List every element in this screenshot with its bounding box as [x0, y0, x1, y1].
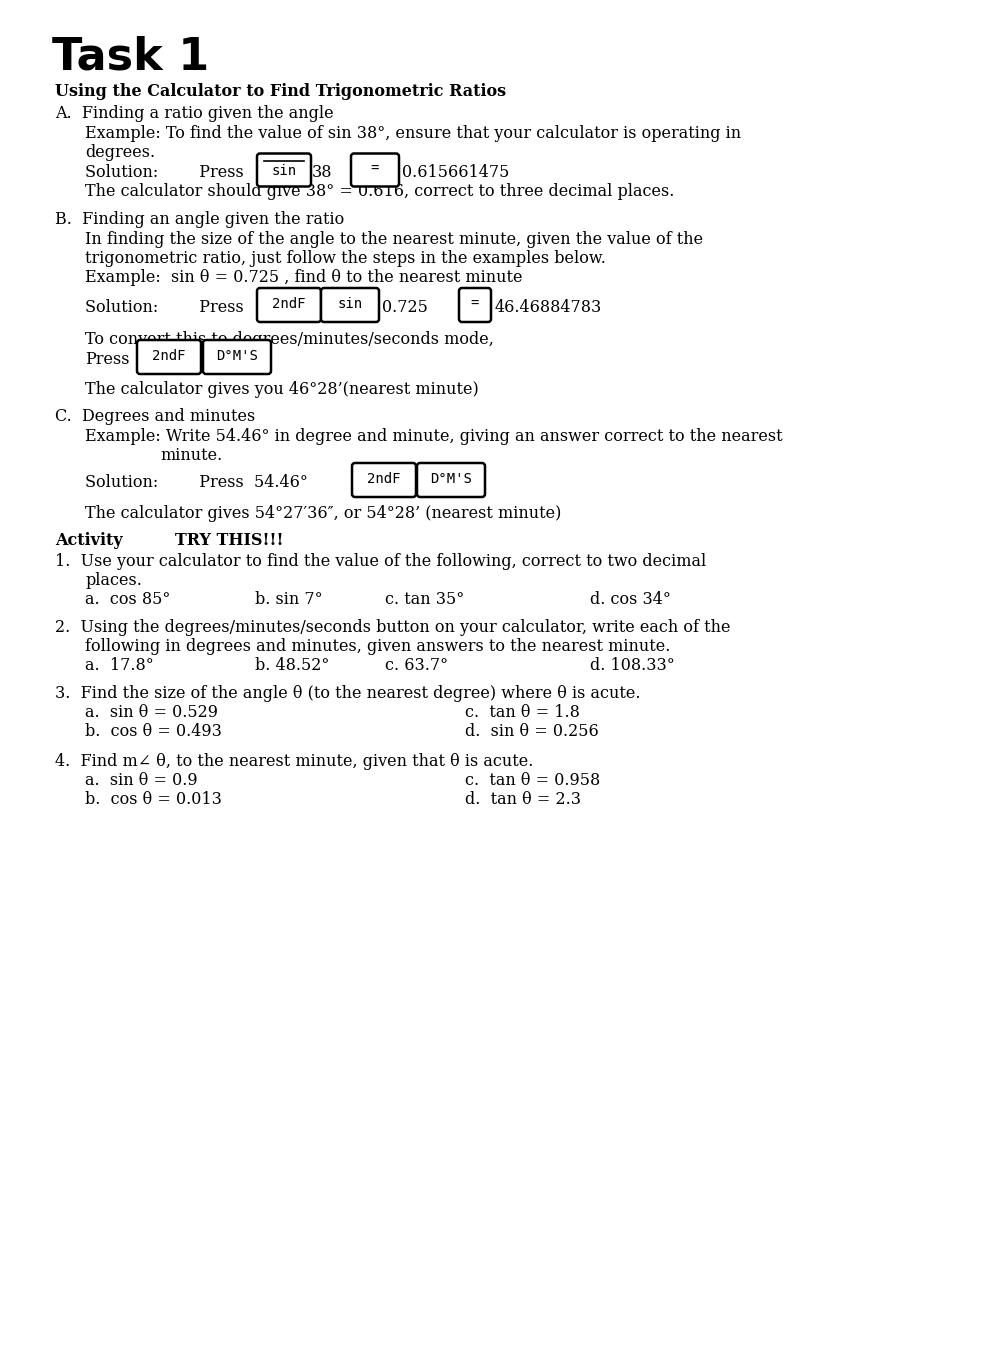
FancyBboxPatch shape [203, 340, 270, 374]
Text: A.  Finding a ratio given the angle: A. Finding a ratio given the angle [55, 106, 333, 122]
Text: The calculator should give 38° = 0.616, correct to three decimal places.: The calculator should give 38° = 0.616, … [84, 182, 674, 200]
Text: Using the Calculator to Find Trigonometric Ratios: Using the Calculator to Find Trigonometr… [55, 84, 506, 100]
Text: 1.  Use your calculator to find the value of the following, correct to two decim: 1. Use your calculator to find the value… [55, 553, 706, 570]
Text: =: = [470, 298, 479, 311]
Text: trigonometric ratio, just follow the steps in the examples below.: trigonometric ratio, just follow the ste… [84, 250, 605, 267]
Text: d. 108.33°: d. 108.33° [589, 657, 674, 675]
Text: b.  cos θ = 0.493: b. cos θ = 0.493 [84, 723, 222, 740]
Text: The calculator gives 54°27′36″, or 54°28’ (nearest minute): The calculator gives 54°27′36″, or 54°28… [84, 505, 561, 522]
Text: TRY THIS!!!: TRY THIS!!! [175, 532, 283, 548]
Text: d.  sin θ = 0.256: d. sin θ = 0.256 [464, 723, 598, 740]
Text: b.  cos θ = 0.013: b. cos θ = 0.013 [84, 791, 222, 808]
Text: following in degrees and minutes, given answers to the nearest minute.: following in degrees and minutes, given … [84, 638, 670, 655]
Text: b. sin 7°: b. sin 7° [254, 591, 322, 607]
Text: d. cos 34°: d. cos 34° [589, 591, 670, 607]
Text: 0.725: 0.725 [382, 299, 427, 315]
Text: D°M'S: D°M'S [429, 472, 471, 485]
Text: Solution:        Press: Solution: Press [84, 299, 244, 315]
Text: c. 63.7°: c. 63.7° [385, 657, 447, 675]
Text: 2.  Using the degrees/minutes/seconds button on your calculator, write each of t: 2. Using the degrees/minutes/seconds but… [55, 618, 730, 636]
FancyBboxPatch shape [256, 288, 321, 322]
Text: c. tan 35°: c. tan 35° [385, 591, 464, 607]
Text: 4.  Find m∠ θ, to the nearest minute, given that θ is acute.: 4. Find m∠ θ, to the nearest minute, giv… [55, 753, 533, 771]
FancyBboxPatch shape [137, 340, 201, 374]
Text: =: = [371, 162, 379, 175]
Text: D°M'S: D°M'S [216, 350, 257, 363]
Text: 46.46884783: 46.46884783 [494, 299, 601, 315]
Text: 3.  Find the size of the angle θ (to the nearest degree) where θ is acute.: 3. Find the size of the angle θ (to the … [55, 686, 640, 702]
Text: Example: To find the value of sin 38°, ensure that your calculator is operating : Example: To find the value of sin 38°, e… [84, 125, 741, 143]
Text: Activity: Activity [55, 532, 122, 548]
FancyBboxPatch shape [256, 154, 311, 186]
Text: 2ndF: 2ndF [152, 350, 186, 363]
Text: 2ndF: 2ndF [272, 298, 305, 311]
Text: minute.: minute. [160, 447, 222, 463]
Text: Solution:        Press  54.46°: Solution: Press 54.46° [84, 474, 307, 491]
Text: sin: sin [337, 298, 362, 311]
Text: Task 1: Task 1 [52, 36, 209, 80]
Text: a.  17.8°: a. 17.8° [84, 657, 154, 675]
Text: d.  tan θ = 2.3: d. tan θ = 2.3 [464, 791, 580, 808]
Text: c.  tan θ = 0.958: c. tan θ = 0.958 [464, 772, 599, 788]
Text: a.  cos 85°: a. cos 85° [84, 591, 170, 607]
Text: Example:  sin θ = 0.725 , find θ to the nearest minute: Example: sin θ = 0.725 , find θ to the n… [84, 269, 522, 287]
Text: 38: 38 [312, 165, 332, 181]
Text: In finding the size of the angle to the nearest minute, given the value of the: In finding the size of the angle to the … [84, 230, 703, 248]
Text: a.  sin θ = 0.9: a. sin θ = 0.9 [84, 772, 198, 788]
FancyBboxPatch shape [416, 463, 484, 498]
Text: The calculator gives you 46°28’(nearest minute): The calculator gives you 46°28’(nearest … [84, 381, 478, 398]
Text: 0.615661475: 0.615661475 [402, 165, 509, 181]
Text: places.: places. [84, 572, 142, 590]
FancyBboxPatch shape [321, 288, 379, 322]
Text: 2ndF: 2ndF [367, 472, 401, 485]
Text: b. 48.52°: b. 48.52° [254, 657, 329, 675]
Text: Press: Press [84, 351, 129, 367]
FancyBboxPatch shape [352, 463, 415, 498]
Text: B.  Finding an angle given the ratio: B. Finding an angle given the ratio [55, 211, 344, 228]
Text: Example: Write 54.46° in degree and minute, giving an answer correct to the near: Example: Write 54.46° in degree and minu… [84, 428, 782, 446]
Text: degrees.: degrees. [84, 144, 155, 160]
FancyBboxPatch shape [351, 154, 399, 186]
Text: a.  sin θ = 0.529: a. sin θ = 0.529 [84, 703, 218, 721]
FancyBboxPatch shape [458, 288, 490, 322]
Text: To convert this to degrees/minutes/seconds mode,: To convert this to degrees/minutes/secon… [84, 330, 493, 348]
Text: Solution:        Press: Solution: Press [84, 165, 244, 181]
Text: C.  Degrees and minutes: C. Degrees and minutes [55, 409, 255, 425]
Text: sin: sin [271, 165, 296, 178]
Text: c.  tan θ = 1.8: c. tan θ = 1.8 [464, 703, 580, 721]
